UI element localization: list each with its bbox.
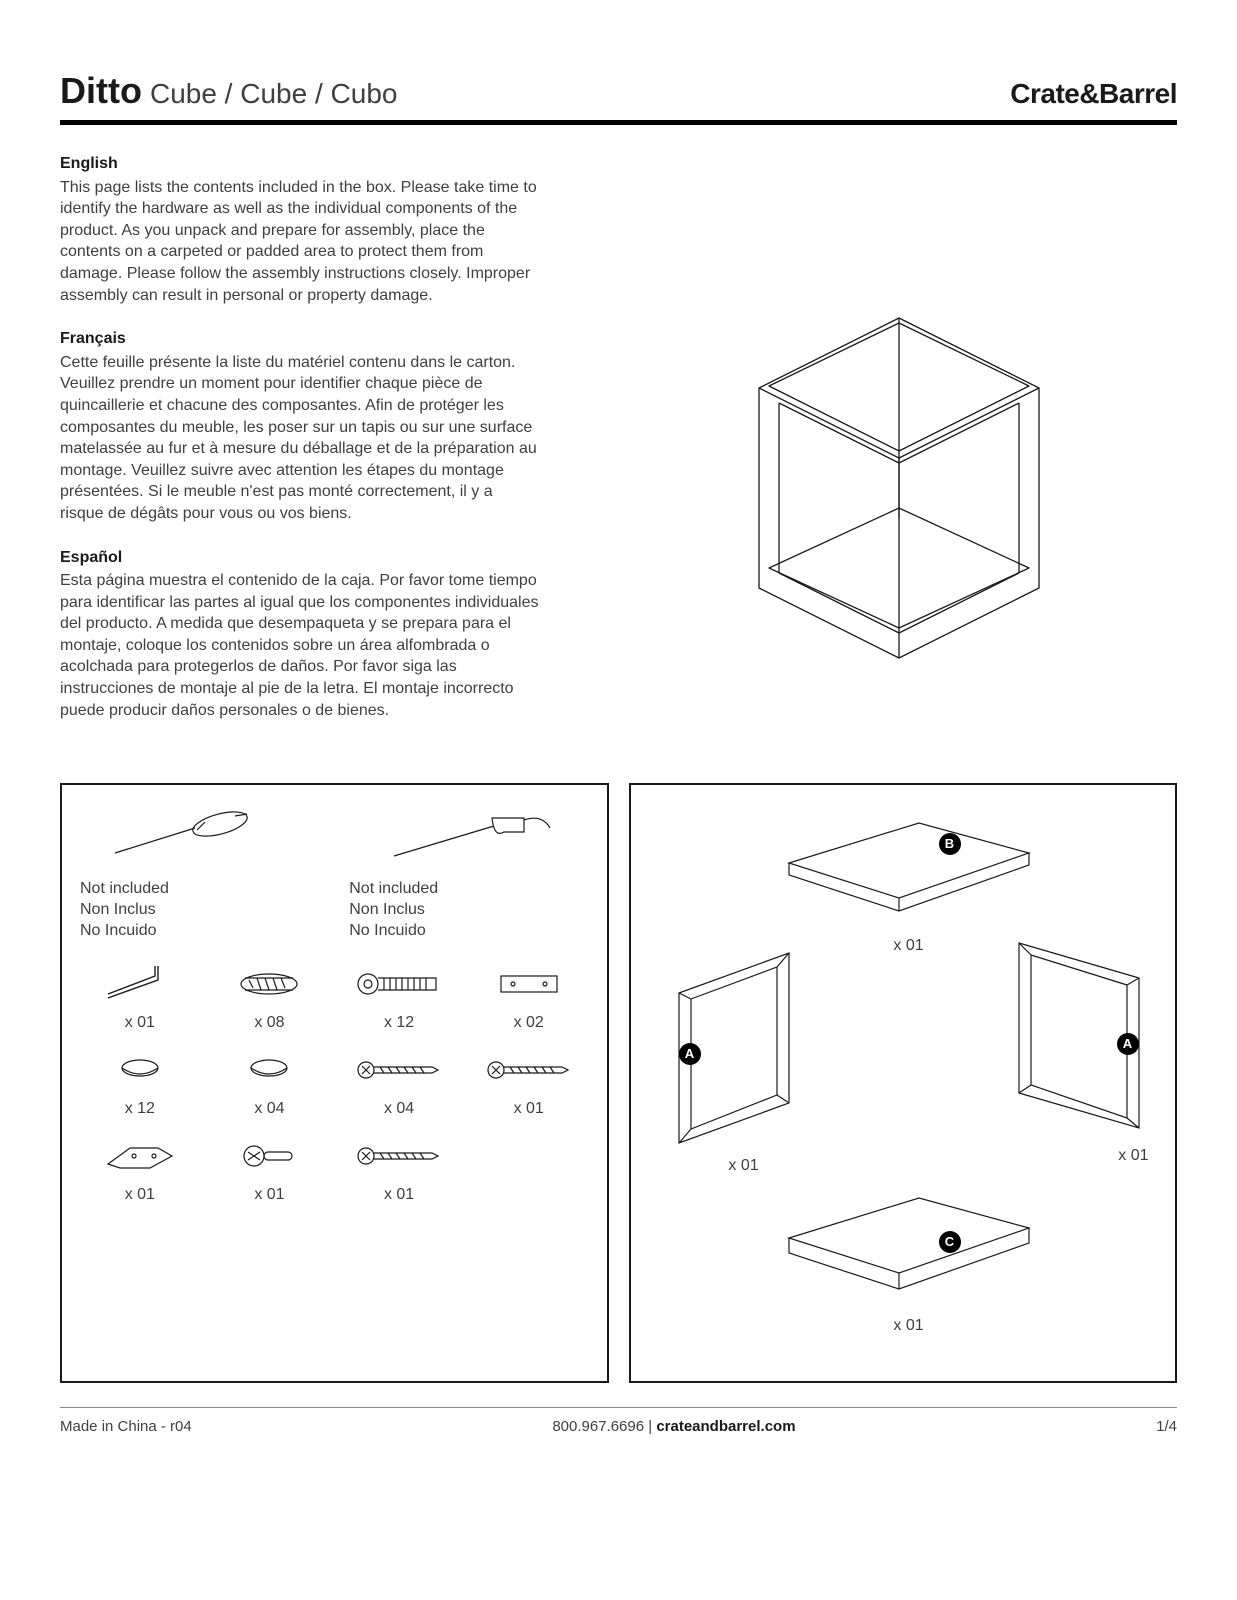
hw-allen-key: x 01 [80,960,200,1032]
badge-a: A [1117,1033,1139,1055]
lang-francais: Français Cette feuille présente la liste… [60,328,540,524]
part-a-left: A x 01 [659,933,829,1175]
product-name: Ditto [60,70,142,112]
lang-head: Español [60,547,540,569]
hw-bolt: x 12 [339,960,459,1032]
footer-mid: 800.967.6696 | crateandbarrel.com [552,1418,795,1435]
title-group: Ditto Cube / Cube / Cubo [60,70,397,112]
tool-hammer: Not included Non Inclus No Incuido [349,803,588,941]
hardware-box: Not included Non Inclus No Incuido [60,783,609,1383]
parts-diagram: B x 01 A x 01 A [649,803,1158,1363]
hw-screw: x 01 [339,1132,459,1204]
footer-left: Made in China - r04 [60,1418,192,1435]
lang-body: Esta página muestra el contenido de la c… [60,570,540,721]
lang-english: English This page lists the contents inc… [60,153,540,306]
hw-bracket: x 01 [80,1132,200,1204]
cube-illustration [580,153,1177,743]
hw-cap: x 04 [210,1046,330,1118]
intro-section: English This page lists the contents inc… [60,153,1177,743]
lang-head: Français [60,328,540,350]
language-column: English This page lists the contents inc… [60,153,540,743]
footer-page: 1/4 [1156,1418,1177,1435]
badge-b: B [939,833,961,855]
hw-plate: x 02 [469,960,589,1032]
hw-empty [469,1132,589,1204]
hardware-grid: x 01 x 08 x 12 x 02 x 12 x 04 [80,960,589,1204]
hammer-icon [374,808,564,868]
badge-a: A [679,1043,701,1065]
tool-screwdriver: Not included Non Inclus No Incuido [80,803,319,941]
header: Ditto Cube / Cube / Cubo Crate&Barrel [60,70,1177,125]
lang-head: English [60,153,540,175]
product-subtitle: Cube / Cube / Cubo [150,78,398,110]
footer: Made in China - r04 800.967.6696 | crate… [60,1407,1177,1435]
not-included-text: Not included Non Inclus No Incuido [80,879,319,941]
not-included-text: Not included Non Inclus No Incuido [349,879,588,941]
screwdriver-icon [105,808,295,868]
hw-screw: x 04 [339,1046,459,1118]
part-a-right: A x 01 [989,923,1159,1165]
badge-c: C [939,1231,961,1253]
cube-svg [669,268,1089,688]
contents-boxes: Not included Non Inclus No Incuido [60,783,1177,1383]
lang-body: This page lists the contents included in… [60,177,540,307]
parts-box: B x 01 A x 01 A [629,783,1178,1383]
part-c: C x 01 [769,1183,1049,1335]
hw-dowel: x 08 [210,960,330,1032]
hw-cap: x 12 [80,1046,200,1118]
hw-cam: x 01 [210,1132,330,1204]
brand-logo: Crate&Barrel [1010,78,1177,110]
lang-body: Cette feuille présente la liste du matér… [60,352,540,525]
tools-row: Not included Non Inclus No Incuido [80,803,589,941]
hw-screw: x 01 [469,1046,589,1118]
lang-espanol: Español Esta página muestra el contenido… [60,547,540,722]
